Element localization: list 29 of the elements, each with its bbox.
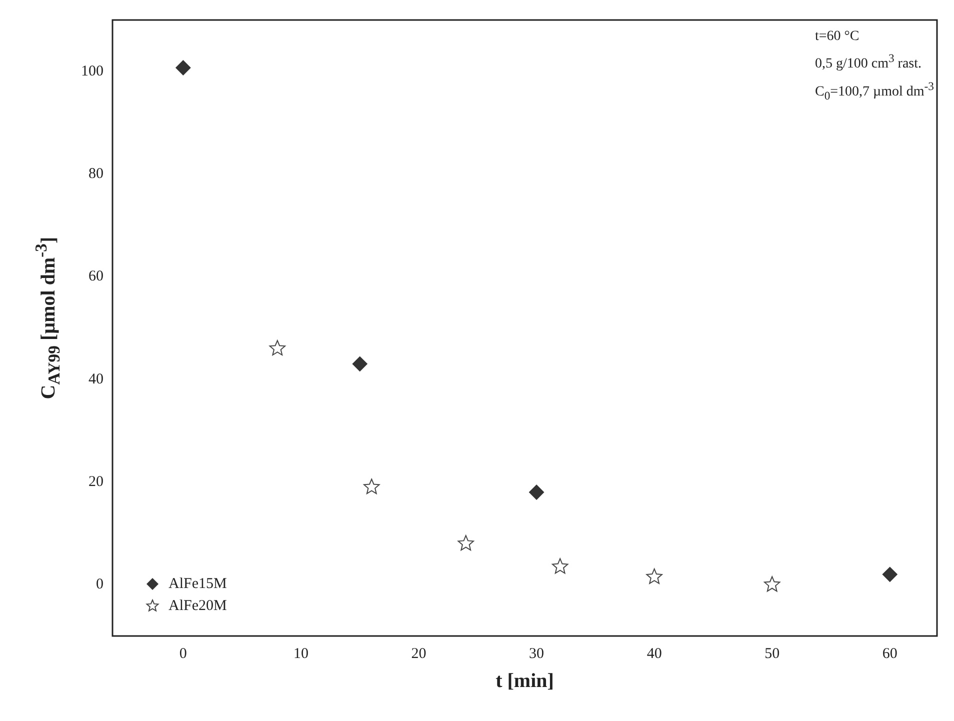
legend-label: AlFe20M bbox=[168, 598, 227, 614]
point bbox=[646, 568, 662, 584]
point bbox=[176, 60, 191, 76]
point bbox=[364, 478, 380, 494]
annotation: t=60 °C bbox=[814, 28, 860, 46]
x-tick-label: 60 bbox=[882, 646, 898, 662]
point bbox=[269, 340, 286, 356]
point bbox=[352, 356, 368, 372]
x-axis-title: t [min] bbox=[496, 670, 554, 692]
annotation: C$_{0}$=100,7 µmol dm$^{-3}$ bbox=[814, 78, 934, 104]
point bbox=[882, 566, 898, 582]
y-tick-label: 20 bbox=[88, 474, 104, 490]
x-tick-label: 30 bbox=[529, 646, 544, 662]
y-tick-label: 0 bbox=[96, 576, 104, 593]
x-tick-label: 0 bbox=[179, 646, 187, 662]
point bbox=[764, 576, 780, 592]
y-tick-label: 40 bbox=[88, 371, 104, 388]
legend-label: AlFe15M bbox=[168, 576, 227, 592]
point bbox=[552, 558, 568, 574]
y-tick-label: 100 bbox=[81, 63, 104, 80]
point bbox=[458, 535, 474, 551]
x-tick-label: 40 bbox=[646, 646, 662, 662]
y-tick-label: 60 bbox=[88, 268, 104, 285]
x-tick-label: 50 bbox=[764, 646, 780, 662]
annotation: 0,5 g/100 cm$^{3}$ rast. bbox=[814, 51, 923, 74]
point bbox=[529, 484, 544, 500]
x-tick-label: 10 bbox=[293, 646, 308, 662]
x-tick-label: 20 bbox=[411, 646, 426, 662]
y-tick-label: 80 bbox=[88, 166, 104, 182]
